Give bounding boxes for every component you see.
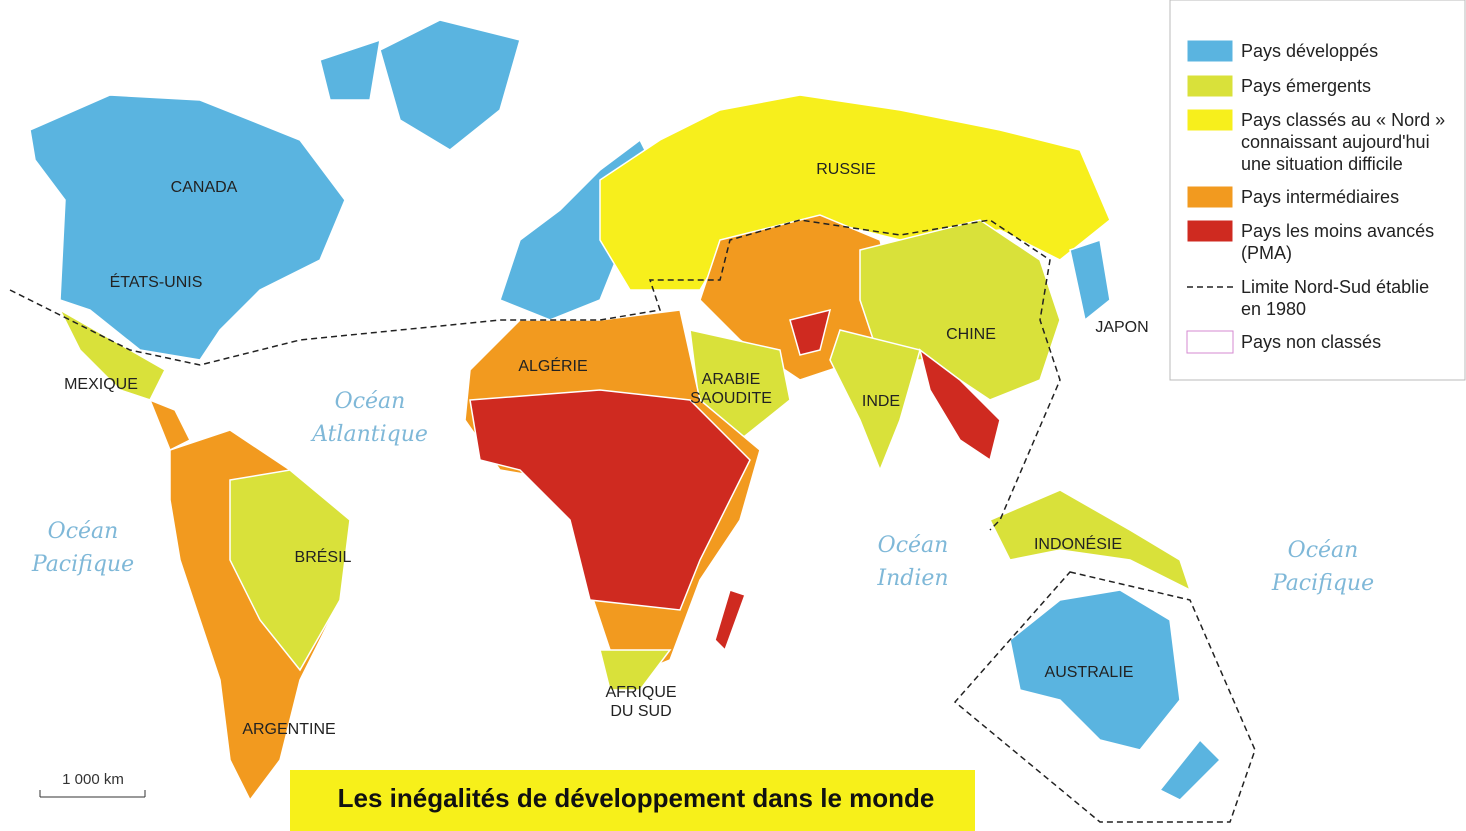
legend-label: (PMA)	[1241, 243, 1292, 263]
legend-label: connaissant aujourd'hui	[1241, 132, 1430, 152]
ocean-label: Pacifique	[1271, 571, 1374, 596]
country-label: ARGENTINE	[242, 721, 335, 738]
new-zealand	[1158, 738, 1222, 801]
scale-label: 1 000 km	[62, 771, 124, 788]
indonesia	[988, 489, 1192, 592]
africa-pma	[469, 389, 751, 611]
country-label: BRÉSIL	[295, 547, 352, 566]
ocean-label: Océan	[1288, 538, 1359, 563]
title-box	[290, 770, 975, 831]
labels: CANADA ÉTATS-UNIS MEXIQUE BRÉSIL ARGENTINE AL…	[31, 161, 1374, 738]
arctic-islands	[319, 38, 381, 101]
legend-label: une situation difficile	[1241, 154, 1403, 174]
ocean-label: Atlantique	[310, 422, 428, 447]
greenland	[379, 19, 521, 151]
north-south-line	[9, 219, 1061, 531]
country-label: RUSSIE	[816, 161, 876, 178]
japan	[1069, 239, 1111, 322]
country-label: AUSTRALIE	[1045, 664, 1134, 681]
country-label: ALGÉRIE	[518, 356, 587, 375]
legend-swatch	[1186, 219, 1234, 243]
country-label: ÉTATS-UNIS	[110, 272, 203, 291]
country-label: SAOUDITE	[690, 390, 772, 407]
continents	[29, 19, 1222, 802]
country-label: JAPON	[1095, 319, 1148, 336]
ocean-label: Océan	[878, 533, 949, 558]
legend-label: Pays développés	[1241, 41, 1378, 61]
country-label: CHINE	[946, 326, 996, 343]
madagascar	[714, 589, 746, 652]
legend-swatch	[1186, 39, 1234, 63]
ocean-label: Océan	[48, 519, 119, 544]
legend-swatch	[1186, 330, 1234, 354]
legend-label: Pays non classés	[1241, 332, 1381, 352]
legend-label: Pays classés au « Nord »	[1241, 110, 1445, 130]
country-label: DU SUD	[610, 703, 671, 720]
legend-swatch	[1186, 108, 1234, 132]
southeast-asia	[918, 348, 1001, 462]
ocean-label: Océan	[335, 389, 406, 414]
country-label: INDONÉSIE	[1034, 534, 1122, 553]
legend-swatch	[1186, 185, 1234, 209]
oceania-boundary	[953, 571, 1256, 823]
legend-label: Pays intermédiaires	[1241, 187, 1399, 207]
north-america	[29, 94, 346, 361]
legend: Pays développés Pays émergents Pays classé…	[1186, 39, 1445, 354]
legend-swatch	[1186, 74, 1234, 98]
country-label: MEXIQUE	[64, 376, 138, 393]
country-label: CANADA	[171, 179, 238, 196]
legend-label: en 1980	[1241, 299, 1306, 319]
ocean-label: Pacifique	[31, 552, 134, 577]
legend-label: Limite Nord-Sud établie	[1241, 277, 1429, 297]
legend-label: Pays les moins avancés	[1241, 221, 1434, 241]
afghanistan	[789, 308, 832, 356]
country-label: AFRIQUE	[605, 684, 676, 701]
central-america	[148, 398, 192, 452]
australia	[1009, 589, 1181, 751]
south-africa	[599, 649, 672, 691]
ocean-label: Indien	[876, 566, 948, 591]
country-label: ARABIE	[702, 371, 761, 388]
country-label: INDE	[862, 393, 900, 410]
legend-label: Pays émergents	[1241, 76, 1371, 96]
title: Les inégalités de développement dans le …	[338, 783, 935, 813]
brazil	[229, 469, 351, 672]
